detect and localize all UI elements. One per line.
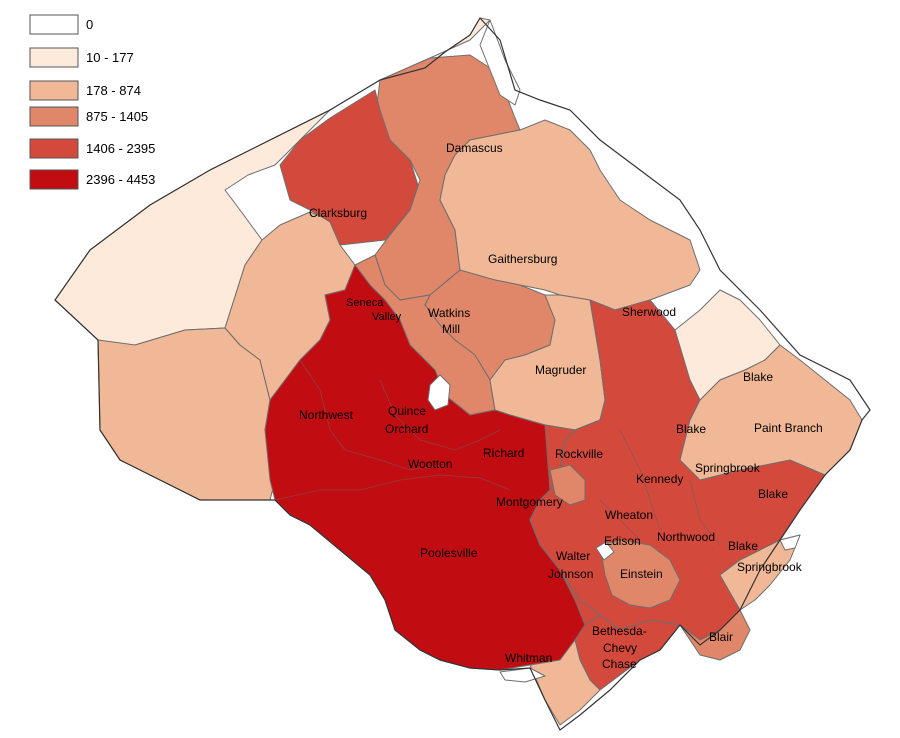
label-magruder: Magruder (535, 363, 586, 377)
region-zero-east[interactable] (779, 534, 801, 551)
legend-label: 0 (86, 17, 93, 32)
label-sherwood: Sherwood (622, 305, 676, 319)
label-watkins: Watkins (428, 306, 470, 320)
region-springbrook-south[interactable] (719, 534, 801, 611)
label-wootton: Wootton (408, 457, 452, 471)
map-regions (54, 17, 863, 726)
legend-item: 875 - 1405 (29, 106, 148, 127)
label-northwest: Northwest (299, 408, 354, 422)
label-paint-branch: Paint Branch (754, 421, 823, 435)
label-blake-2: Blake (676, 422, 706, 436)
county-outline (54, 16, 871, 731)
legend-label: 10 - 177 (86, 50, 134, 65)
label-richard: Richard (483, 446, 524, 460)
label-poolesville: Poolesville (420, 546, 478, 560)
label-whitman: Whitman (505, 651, 552, 665)
legend-item: 178 - 874 (29, 80, 141, 101)
label-johnson: Johnson (548, 567, 593, 581)
region-zero-quince[interactable] (427, 374, 451, 411)
label-quince: Quince (388, 404, 426, 418)
label-edison: Edison (604, 534, 641, 548)
label-walter: Walter (556, 549, 590, 563)
label-kennedy: Kennedy (636, 472, 683, 486)
legend-label: 1406 - 2395 (86, 141, 155, 156)
label-montgomery: Montgomery (496, 495, 563, 509)
legend-swatch (29, 138, 79, 159)
region-zero-edison[interactable] (595, 541, 615, 561)
label-einstein: Einstein (620, 567, 663, 581)
legend-label: 178 - 874 (86, 83, 141, 98)
label-wheaton: Wheaton (605, 508, 653, 522)
region-labels: Damascus Clarksburg Gaithersburg Seneca … (299, 141, 823, 671)
label-blake-1: Blake (743, 370, 773, 384)
legend-item: 1406 - 2395 (29, 138, 155, 159)
label-valley: Valley (372, 311, 402, 323)
label-blake-4: Blake (728, 539, 758, 553)
label-chase: Chase (602, 657, 637, 671)
legend-label: 2396 - 4453 (86, 172, 155, 187)
label-gaithersburg: Gaithersburg (488, 252, 557, 266)
internal-boundaries (274, 359, 721, 546)
legend-swatch (29, 47, 79, 68)
region-einstein[interactable] (599, 539, 681, 609)
legend-label: 875 - 1405 (86, 109, 148, 124)
label-springbrook-1: Springbrook (695, 461, 761, 475)
legend-swatch (29, 14, 79, 35)
label-chevy: Chevy (603, 641, 637, 655)
label-blake-3: Blake (758, 487, 788, 501)
legend-item: 2396 - 4453 (29, 169, 155, 190)
legend-swatch (29, 80, 79, 101)
region-southwest[interactable] (97, 327, 276, 501)
label-mill: Mill (442, 322, 460, 336)
label-bethesda: Bethesda- (592, 624, 647, 638)
label-rockville: Rockville (555, 447, 603, 461)
label-seneca: Seneca (346, 297, 384, 309)
label-blair: Blair (709, 630, 733, 644)
region-blair[interactable] (679, 609, 751, 661)
label-orchard: Orchard (385, 422, 428, 436)
legend-swatch (29, 106, 79, 127)
region-rockville-patch[interactable] (549, 464, 586, 506)
legend-item: 10 - 177 (29, 47, 134, 68)
label-damascus: Damascus (446, 141, 503, 155)
legend-swatch (29, 169, 79, 190)
label-springbrook-2: Springbrook (737, 560, 803, 574)
legend-item: 0 (29, 14, 93, 35)
label-clarksburg: Clarksburg (309, 206, 367, 220)
legend: 0 10 - 177 178 - 874 875 - 1405 1406 - 2… (29, 14, 155, 190)
label-northwood: Northwood (657, 530, 715, 544)
region-clarksburg[interactable] (279, 89, 419, 246)
